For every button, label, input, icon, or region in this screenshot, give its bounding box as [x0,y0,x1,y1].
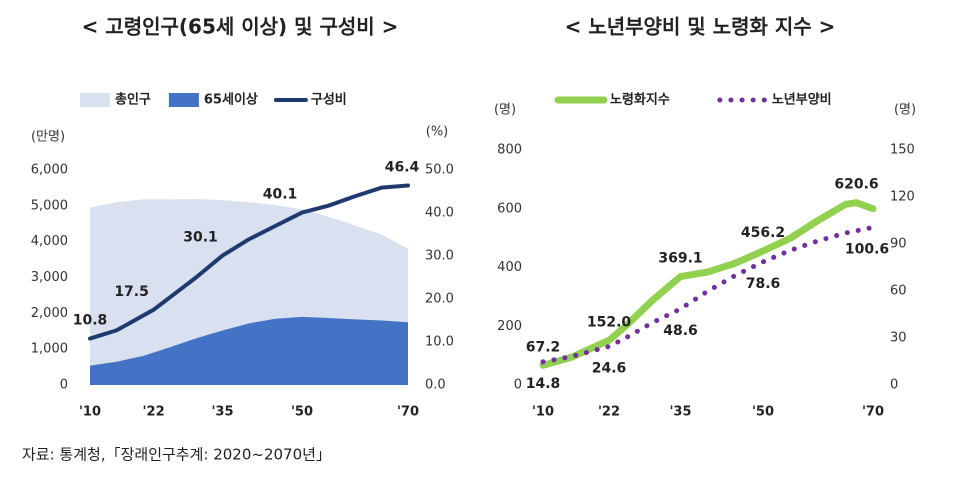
y2-axis-unit: (명) [894,103,916,118]
value-label: 14.8 [526,376,561,392]
y2-tick-label: 30 [890,331,907,346]
y2-tick-label: 20.0 [425,292,454,307]
value-label: 67.2 [526,339,561,355]
value-label: 48.6 [663,323,698,339]
y2-tick-label: 0.0 [425,378,446,393]
line [539,199,877,369]
y2-tick-label: 50.0 [425,163,454,178]
value-label: 30.1 [183,230,218,246]
y2-tick-label: 90 [890,237,907,252]
y2-tick-label: 0 [890,378,898,393]
legend-swatch [168,93,199,107]
y-tick-label: 0 [60,378,68,393]
y-tick-label: 200 [497,319,522,334]
legend-label: 구성비 [311,93,347,108]
value-label: 46.4 [385,159,420,175]
x-tick-label: '50 [291,405,313,420]
legend-label: 총인구 [115,92,151,108]
value-label: 10.8 [73,313,108,329]
value-label: 456.2 [741,225,785,241]
source-note: 자료: 통계청,「장래인구추계: 2020~2070년」 [22,446,331,464]
value-label: 17.5 [114,284,149,300]
y2-tick-label: 150 [890,143,915,158]
y2-tick-label: 30.0 [425,249,454,264]
value-label: 369.1 [658,251,702,267]
y-axis-unit: (명) [494,103,516,118]
y-tick-label: 2,000 [31,306,68,321]
x-tick-label: '35 [211,405,233,420]
y-tick-label: 5,000 [31,198,68,213]
value-label: 24.6 [592,360,627,376]
value-label: 152.0 [587,314,632,330]
y2-tick-label: 40.0 [425,206,454,221]
x-tick-label: '22 [143,405,165,420]
line [88,183,410,341]
y2-tick-label: 120 [890,190,915,205]
value-label: 40.1 [263,187,298,203]
value-label: 100.6 [845,241,889,257]
x-tick-label: '70 [397,405,419,420]
value-label: 620.6 [834,177,878,193]
legend-label: 노년부양비 [772,93,832,108]
y-tick-label: 400 [497,260,522,275]
y-tick-label: 3,000 [31,270,68,285]
legend-label: 노령화지수 [610,92,670,108]
y2-tick-label: 60 [890,284,907,299]
chart-title: < 고령인구(65세 이상) 및 구성비 > [82,15,399,39]
y-tick-label: 4,000 [31,234,68,249]
x-tick-label: '22 [598,405,620,420]
x-tick-label: '70 [862,405,884,420]
y2-axis-unit: (%) [426,125,449,140]
y2-tick-label: 10.0 [425,335,454,350]
value-label: 78.6 [746,276,781,292]
legend-label: 65세이상 [204,92,258,108]
y-tick-label: 0 [514,378,522,393]
y-axis-unit: (만명) [31,130,65,145]
x-tick-label: '35 [669,405,691,420]
area [90,316,408,385]
y-tick-label: 800 [497,143,522,158]
chart-title: < 노년부양비 및 노령화 지수 > [565,15,836,39]
x-tick-label: '10 [532,405,554,420]
line [540,224,876,365]
y-tick-label: 600 [497,201,522,216]
legend-swatch [80,93,110,107]
y-tick-label: 1,000 [31,342,68,357]
x-tick-label: '50 [752,405,774,420]
y-tick-label: 6,000 [31,163,68,178]
x-tick-label: '10 [79,405,101,420]
